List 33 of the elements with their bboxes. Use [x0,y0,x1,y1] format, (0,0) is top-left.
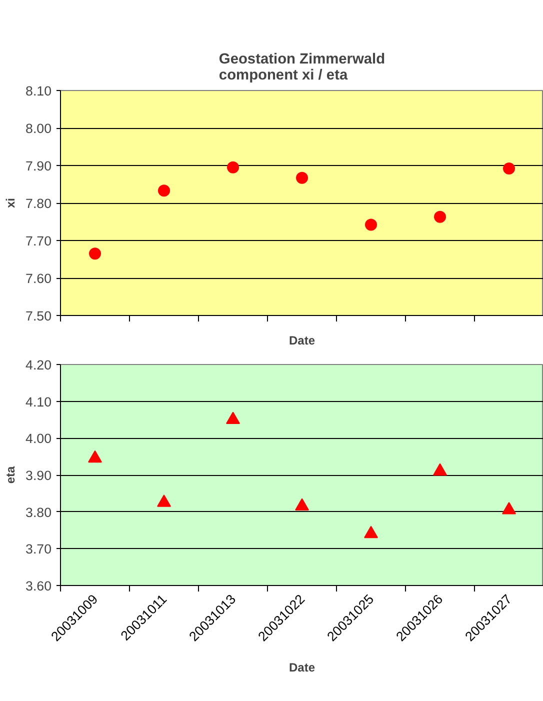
point [227,161,239,174]
point [502,502,516,514]
y-tick-label: 7.70 [26,234,52,248]
y-tick-label: 3.70 [26,542,52,557]
y-tick-label: 8.00 [26,121,52,136]
y-axis-title: xi [4,198,18,208]
point [158,184,170,197]
point [503,162,515,174]
point [296,172,308,184]
point [295,498,309,511]
point [89,248,101,260]
y-tick-label: 4.00 [26,431,52,446]
point [88,450,102,463]
point [365,218,377,231]
y-tick-label: 7.50 [26,308,52,324]
chart-title: Geostation Zimmerwald component xi / eta [218,52,386,84]
y-tick-label: 8.10 [26,84,52,98]
point [226,412,240,424]
y-tick-label: 7.90 [26,158,52,174]
point [157,494,171,507]
y-tick-label: 4.10 [26,394,52,410]
y-axis-title: eta [4,466,18,484]
y-tick-label: 4.20 [26,358,52,372]
x-axis-title: Date [288,660,316,674]
point [434,210,446,223]
point [433,463,447,476]
y-tick-label: 3.80 [26,504,52,520]
point [364,526,378,538]
y-tick-label: 3.60 [26,578,52,594]
y-tick-label: 3.90 [26,468,52,483]
y-tick-label: 7.80 [26,196,52,211]
x-axis-title: Date [288,334,316,348]
y-tick-label: 7.60 [26,271,52,286]
